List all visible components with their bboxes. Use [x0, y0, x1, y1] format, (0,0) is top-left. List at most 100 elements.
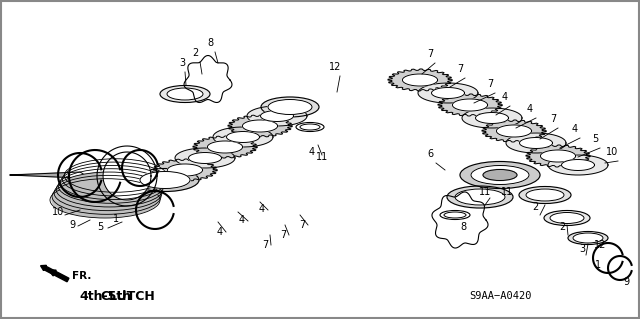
Polygon shape [243, 120, 278, 132]
Ellipse shape [160, 85, 210, 102]
Ellipse shape [52, 179, 161, 214]
Ellipse shape [140, 172, 190, 189]
Polygon shape [10, 172, 85, 178]
Text: 4: 4 [502, 92, 508, 102]
Ellipse shape [440, 211, 470, 219]
Text: 2: 2 [532, 202, 538, 212]
Ellipse shape [59, 174, 161, 207]
Polygon shape [452, 99, 488, 111]
Text: 8: 8 [207, 38, 213, 48]
Ellipse shape [573, 233, 603, 243]
Polygon shape [260, 110, 294, 122]
Text: 7: 7 [487, 79, 493, 89]
Text: 5: 5 [97, 222, 103, 232]
Polygon shape [540, 150, 575, 162]
Text: 4: 4 [217, 227, 223, 237]
Text: 4th-5th: 4th-5th [79, 290, 131, 302]
Text: 9: 9 [69, 220, 75, 230]
Polygon shape [497, 125, 532, 137]
Text: S9AA−A0420: S9AA−A0420 [468, 291, 531, 301]
Text: 9: 9 [623, 277, 629, 287]
Text: 1: 1 [595, 260, 601, 270]
Text: 1: 1 [113, 214, 119, 224]
Text: 7: 7 [457, 64, 463, 74]
Ellipse shape [261, 97, 319, 117]
Ellipse shape [57, 176, 160, 209]
Text: 6: 6 [427, 149, 433, 159]
Ellipse shape [61, 172, 161, 204]
Text: 3: 3 [579, 244, 585, 254]
Text: 12: 12 [594, 240, 606, 250]
Polygon shape [207, 141, 243, 153]
Text: 7: 7 [262, 240, 268, 250]
Text: 4: 4 [259, 204, 265, 214]
Ellipse shape [58, 169, 164, 203]
Text: 7: 7 [427, 49, 433, 59]
Polygon shape [228, 115, 292, 137]
Ellipse shape [526, 189, 564, 201]
Text: 4: 4 [527, 104, 533, 114]
Ellipse shape [62, 162, 166, 196]
Polygon shape [213, 127, 273, 147]
Polygon shape [175, 148, 235, 168]
Ellipse shape [455, 189, 505, 205]
Text: 11: 11 [479, 187, 491, 197]
Polygon shape [388, 69, 452, 91]
Ellipse shape [52, 183, 158, 217]
Text: 4: 4 [239, 215, 245, 225]
Text: 4: 4 [572, 124, 578, 134]
Polygon shape [506, 133, 566, 153]
Polygon shape [227, 131, 259, 143]
Polygon shape [526, 145, 590, 167]
Polygon shape [462, 108, 522, 128]
Polygon shape [418, 83, 478, 103]
Ellipse shape [186, 64, 230, 79]
Polygon shape [97, 146, 157, 206]
Ellipse shape [447, 186, 513, 208]
Polygon shape [403, 74, 438, 86]
Ellipse shape [131, 168, 199, 191]
Text: CLUTCH: CLUTCH [100, 290, 156, 302]
Text: 2: 2 [559, 222, 565, 232]
Ellipse shape [483, 169, 517, 181]
Ellipse shape [56, 172, 163, 207]
FancyArrow shape [40, 265, 69, 282]
Polygon shape [482, 120, 546, 142]
Ellipse shape [54, 181, 159, 214]
Polygon shape [153, 159, 217, 181]
Ellipse shape [519, 187, 571, 204]
Ellipse shape [54, 175, 162, 211]
Ellipse shape [544, 211, 590, 226]
Text: 7: 7 [550, 114, 556, 124]
Text: 12: 12 [329, 62, 341, 72]
Polygon shape [476, 113, 509, 123]
Ellipse shape [167, 88, 203, 100]
Text: 8: 8 [460, 222, 466, 232]
Ellipse shape [300, 124, 320, 130]
Ellipse shape [296, 122, 324, 131]
Polygon shape [193, 136, 257, 158]
Polygon shape [438, 94, 502, 116]
Polygon shape [103, 152, 151, 200]
Text: 5: 5 [592, 134, 598, 144]
Ellipse shape [65, 159, 166, 192]
Text: 7: 7 [299, 220, 305, 230]
Text: 10: 10 [52, 207, 64, 217]
Ellipse shape [568, 232, 608, 244]
Polygon shape [548, 155, 608, 175]
Text: 3: 3 [179, 58, 185, 68]
Ellipse shape [460, 161, 540, 189]
Polygon shape [168, 164, 203, 176]
Polygon shape [247, 106, 307, 126]
Text: 4: 4 [309, 147, 315, 157]
Polygon shape [431, 87, 465, 99]
Ellipse shape [550, 212, 584, 224]
Ellipse shape [60, 165, 164, 200]
Text: 10: 10 [606, 147, 618, 157]
Text: 7: 7 [280, 230, 286, 240]
Ellipse shape [56, 179, 159, 212]
Text: 11: 11 [501, 187, 513, 197]
Text: 11: 11 [316, 152, 328, 162]
Ellipse shape [471, 166, 529, 184]
Ellipse shape [268, 100, 312, 115]
